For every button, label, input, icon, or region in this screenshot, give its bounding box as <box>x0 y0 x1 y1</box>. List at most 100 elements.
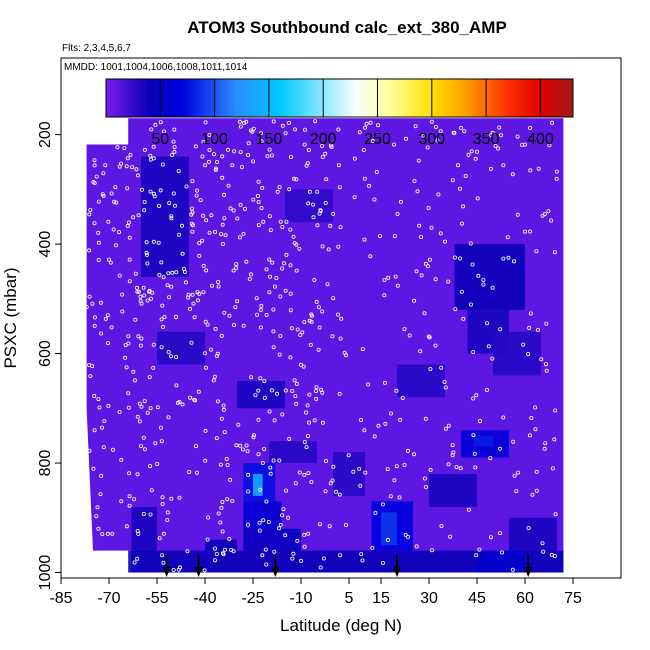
observation-point <box>228 206 233 211</box>
observation-point <box>336 244 341 249</box>
observation-point <box>306 147 311 152</box>
mmdd-note: MMDD: 1001,1004,1006,1008,1011,1014 <box>64 62 248 73</box>
observation-point <box>421 133 426 138</box>
observation-point <box>144 252 149 257</box>
observation-point <box>96 397 101 402</box>
observation-point <box>546 209 551 214</box>
observation-point <box>415 189 420 194</box>
observation-point <box>244 443 249 448</box>
observation-point <box>165 283 170 288</box>
observation-point <box>214 353 219 358</box>
observation-point <box>114 200 119 205</box>
observation-point <box>126 405 131 410</box>
observation-point <box>106 219 111 224</box>
observation-point <box>305 403 310 408</box>
observation-point <box>416 158 421 163</box>
observation-point <box>166 349 171 354</box>
colorbar-tick-label: 100 <box>201 131 228 148</box>
observation-point <box>298 332 303 337</box>
observation-point <box>215 351 220 356</box>
observation-point <box>428 366 433 371</box>
observation-point <box>395 283 400 288</box>
observation-point <box>145 298 150 303</box>
observation-point <box>263 547 268 552</box>
observation-point <box>474 393 479 398</box>
observation-point <box>98 300 103 305</box>
observation-point <box>318 565 323 570</box>
observation-point <box>490 356 495 361</box>
observation-point <box>426 334 431 339</box>
observation-point <box>380 561 385 566</box>
observation-point <box>148 189 153 194</box>
y-axis-label: PSXC (mbar) <box>1 267 20 368</box>
observation-point <box>148 406 153 411</box>
observation-point <box>223 547 228 552</box>
observation-point <box>317 325 322 330</box>
observation-point <box>270 260 275 265</box>
observation-point <box>461 316 466 321</box>
observation-point <box>544 321 549 326</box>
observation-point <box>256 452 261 457</box>
observation-point <box>203 428 208 433</box>
observation-point <box>337 185 342 190</box>
observation-point <box>256 199 261 204</box>
observation-point <box>320 420 325 425</box>
observation-point <box>259 139 264 144</box>
observation-point <box>153 122 158 127</box>
observation-point <box>288 227 293 232</box>
observation-point <box>372 197 377 202</box>
observation-point <box>411 452 416 457</box>
observation-point <box>323 200 328 205</box>
observation-point <box>374 169 379 174</box>
observation-point <box>418 349 423 354</box>
observation-point <box>402 462 407 467</box>
observation-point <box>501 163 506 168</box>
observation-point <box>534 469 539 474</box>
colorbar-tick-label: 200 <box>310 131 337 148</box>
observation-point <box>167 201 172 206</box>
observation-point <box>451 450 456 455</box>
observation-point <box>294 177 299 182</box>
observation-point <box>161 275 166 280</box>
observation-point <box>188 395 193 400</box>
observation-point <box>213 558 218 563</box>
observation-point <box>169 496 174 501</box>
observation-point <box>453 307 458 312</box>
observation-point <box>105 341 110 346</box>
observation-point <box>260 185 265 190</box>
observation-point <box>258 307 263 312</box>
observation-point <box>223 233 228 238</box>
observation-point <box>216 279 221 284</box>
observation-point <box>159 260 164 265</box>
observation-point <box>403 136 408 141</box>
observation-point <box>246 472 251 477</box>
observation-point <box>209 283 214 288</box>
observation-point <box>132 497 137 502</box>
observation-point <box>136 531 141 536</box>
observation-point <box>167 295 172 300</box>
observation-point <box>498 327 503 332</box>
observation-point <box>214 552 219 557</box>
observation-point <box>466 507 471 512</box>
observation-point <box>425 264 430 269</box>
observation-point <box>110 447 115 452</box>
observation-point <box>264 499 269 504</box>
observation-point <box>311 202 316 207</box>
observation-point <box>170 270 175 275</box>
observation-point <box>92 221 97 226</box>
observation-point <box>338 225 343 230</box>
observation-point <box>137 401 142 406</box>
observation-point <box>120 292 125 297</box>
observation-point <box>195 290 200 295</box>
heatmap-cell <box>243 501 282 529</box>
observation-point <box>103 163 108 168</box>
observation-point <box>256 388 261 393</box>
observation-point <box>92 323 97 328</box>
observation-point <box>523 142 528 147</box>
observation-point <box>521 342 526 347</box>
observation-point <box>247 276 252 281</box>
observation-point <box>212 374 217 379</box>
observation-point <box>426 205 431 210</box>
observation-point <box>158 188 163 193</box>
